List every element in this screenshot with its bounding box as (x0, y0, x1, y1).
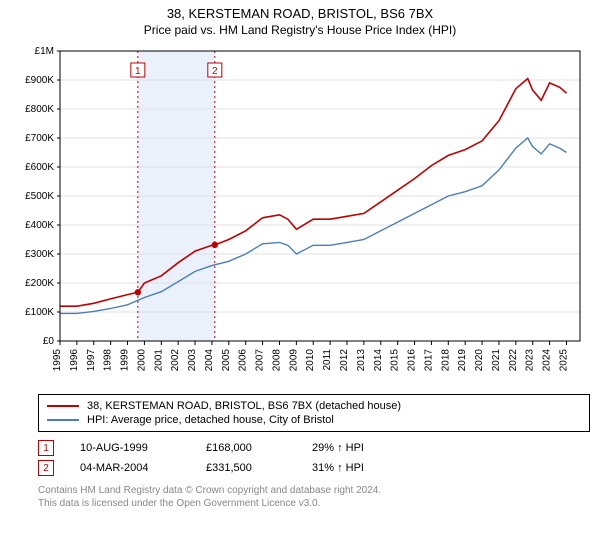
legend-label: 38, KERSTEMAN ROAD, BRISTOL, BS6 7BX (de… (87, 400, 401, 412)
svg-text:£600K: £600K (25, 162, 54, 173)
svg-text:£700K: £700K (25, 133, 54, 144)
svg-text:£400K: £400K (25, 220, 54, 231)
svg-text:2022: 2022 (508, 349, 519, 372)
title-block: 38, KERSTEMAN ROAD, BRISTOL, BS6 7BX Pri… (0, 6, 600, 37)
sale-price: £331,500 (206, 462, 286, 474)
legend-label: HPI: Average price, detached house, City… (87, 414, 334, 426)
svg-text:2021: 2021 (491, 349, 502, 372)
svg-text:2024: 2024 (542, 349, 553, 372)
svg-text:£100K: £100K (25, 307, 54, 318)
title-subtitle: Price paid vs. HM Land Registry's House … (0, 23, 600, 37)
sale-marker: 1 (38, 440, 54, 456)
page: 38, KERSTEMAN ROAD, BRISTOL, BS6 7BX Pri… (0, 6, 600, 510)
sale-date: 10-AUG-1999 (80, 442, 180, 454)
svg-text:£900K: £900K (25, 75, 54, 86)
svg-text:2007: 2007 (255, 349, 266, 372)
svg-text:2025: 2025 (558, 349, 569, 372)
svg-text:2005: 2005 (221, 349, 232, 372)
legend-swatch (47, 405, 79, 407)
title-address: 38, KERSTEMAN ROAD, BRISTOL, BS6 7BX (0, 6, 600, 21)
svg-text:2002: 2002 (170, 349, 181, 372)
svg-text:2012: 2012 (339, 349, 350, 372)
svg-text:2018: 2018 (440, 349, 451, 372)
svg-text:2020: 2020 (474, 349, 485, 372)
sale-pct: 29% ↑ HPI (312, 442, 412, 454)
svg-text:£1M: £1M (35, 46, 54, 57)
svg-text:£0: £0 (43, 336, 55, 347)
svg-text:2013: 2013 (356, 349, 367, 372)
footer-line1: Contains HM Land Registry data © Crown c… (38, 484, 590, 497)
svg-text:1995: 1995 (52, 349, 63, 372)
svg-text:2017: 2017 (423, 349, 434, 372)
footer-attribution: Contains HM Land Registry data © Crown c… (38, 484, 590, 510)
legend-row: HPI: Average price, detached house, City… (47, 413, 581, 427)
svg-text:1999: 1999 (120, 349, 131, 372)
svg-text:2000: 2000 (136, 349, 147, 372)
svg-text:2008: 2008 (271, 349, 282, 372)
svg-text:2023: 2023 (525, 349, 536, 372)
sale-pct: 31% ↑ HPI (312, 462, 412, 474)
svg-text:£800K: £800K (25, 104, 54, 115)
svg-text:2006: 2006 (238, 349, 249, 372)
price-chart: £0 £100K £200K £300K £400K £500K £600K £700K £80… (10, 43, 590, 388)
svg-text:£300K: £300K (25, 249, 54, 260)
footer-line2: This data is licensed under the Open Gov… (38, 497, 590, 510)
svg-text:2009: 2009 (288, 349, 299, 372)
svg-text:1997: 1997 (86, 349, 97, 372)
svg-text:2001: 2001 (153, 349, 164, 372)
svg-text:2014: 2014 (373, 349, 384, 372)
svg-text:2004: 2004 (204, 349, 215, 372)
sales-table: 1 10-AUG-1999 £168,000 29% ↑ HPI 2 04-MAR-200… (38, 438, 590, 478)
svg-text:£200K: £200K (25, 278, 54, 289)
svg-text:1: 1 (135, 66, 141, 77)
svg-text:1996: 1996 (69, 349, 80, 372)
svg-text:2011: 2011 (322, 349, 333, 371)
svg-text:2016: 2016 (407, 349, 418, 372)
svg-text:£500K: £500K (25, 191, 54, 202)
legend-swatch (47, 419, 79, 421)
svg-text:2015: 2015 (390, 349, 401, 372)
legend-row: 38, KERSTEMAN ROAD, BRISTOL, BS6 7BX (de… (47, 399, 581, 413)
svg-text:2019: 2019 (457, 349, 468, 372)
sales-row: 2 04-MAR-2004 £331,500 31% ↑ HPI (38, 458, 590, 478)
svg-text:2010: 2010 (305, 349, 316, 372)
chart-svg: £0 £100K £200K £300K £400K £500K £600K £700K £80… (10, 43, 590, 383)
legend: 38, KERSTEMAN ROAD, BRISTOL, BS6 7BX (de… (38, 394, 590, 432)
sale-price: £168,000 (206, 442, 286, 454)
sales-row: 1 10-AUG-1999 £168,000 29% ↑ HPI (38, 438, 590, 458)
sale-marker: 2 (38, 460, 54, 476)
svg-text:2003: 2003 (187, 349, 198, 372)
svg-text:2: 2 (212, 66, 218, 77)
svg-text:1998: 1998 (103, 349, 114, 372)
sale-date: 04-MAR-2004 (80, 462, 180, 474)
